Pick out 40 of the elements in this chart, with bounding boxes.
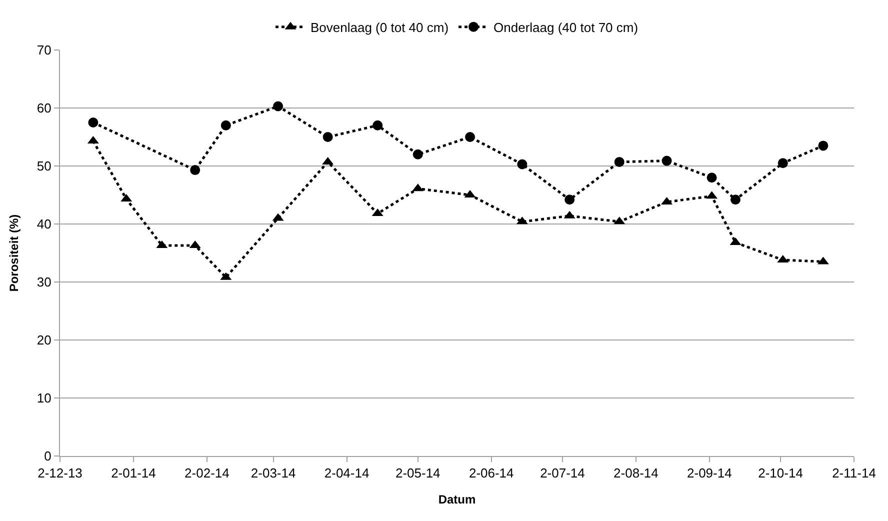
point [517,159,528,170]
point [564,194,575,205]
point [662,156,672,166]
x-tick-label: 2-03-14 [250,466,296,481]
y-tick-label: 20 [36,332,52,348]
x-tick-label: 2-11-14 [832,466,876,481]
x-axis-title: Datum [438,492,476,506]
point [778,158,788,168]
point [465,132,476,142]
x-tick-label: 2-12-13 [38,466,82,481]
x-tick-label: 2-06-14 [468,466,514,481]
y-tick-label: 60 [36,100,52,116]
point [220,120,231,130]
point [372,120,383,130]
point [730,194,740,205]
x-tick-label: 2-10-14 [758,466,803,481]
point [412,149,423,160]
y-tick-label: 0 [44,448,52,464]
x-tick-label: 2-04-14 [324,466,370,481]
x-tick-label: 2-02-14 [184,466,230,481]
y-tick-label: 30 [36,274,52,290]
y-tick-label: 40 [36,216,52,232]
legend-label: Onderlaag (40 tot 70 cm) [494,20,638,35]
point [273,101,284,112]
point [190,165,200,176]
point [322,132,333,142]
legend-label: Bovenlaag (0 tot 40 cm) [310,20,449,35]
point [614,156,624,167]
y-tick-label: 10 [36,390,52,406]
x-tick-label: 2-01-14 [111,466,156,481]
x-tick-label: 2-09-14 [687,466,732,481]
x-tick-label: 2-07-14 [540,466,585,481]
y-tick-label: 50 [36,158,52,174]
point [88,118,98,128]
x-tick-label: 2-05-14 [395,466,440,481]
y-axis-title: Porositeit (%) [7,214,22,292]
point [818,140,828,151]
x-tick-label: 2-08-14 [614,466,658,481]
y-tick-label: 70 [36,42,52,58]
point [706,172,717,183]
